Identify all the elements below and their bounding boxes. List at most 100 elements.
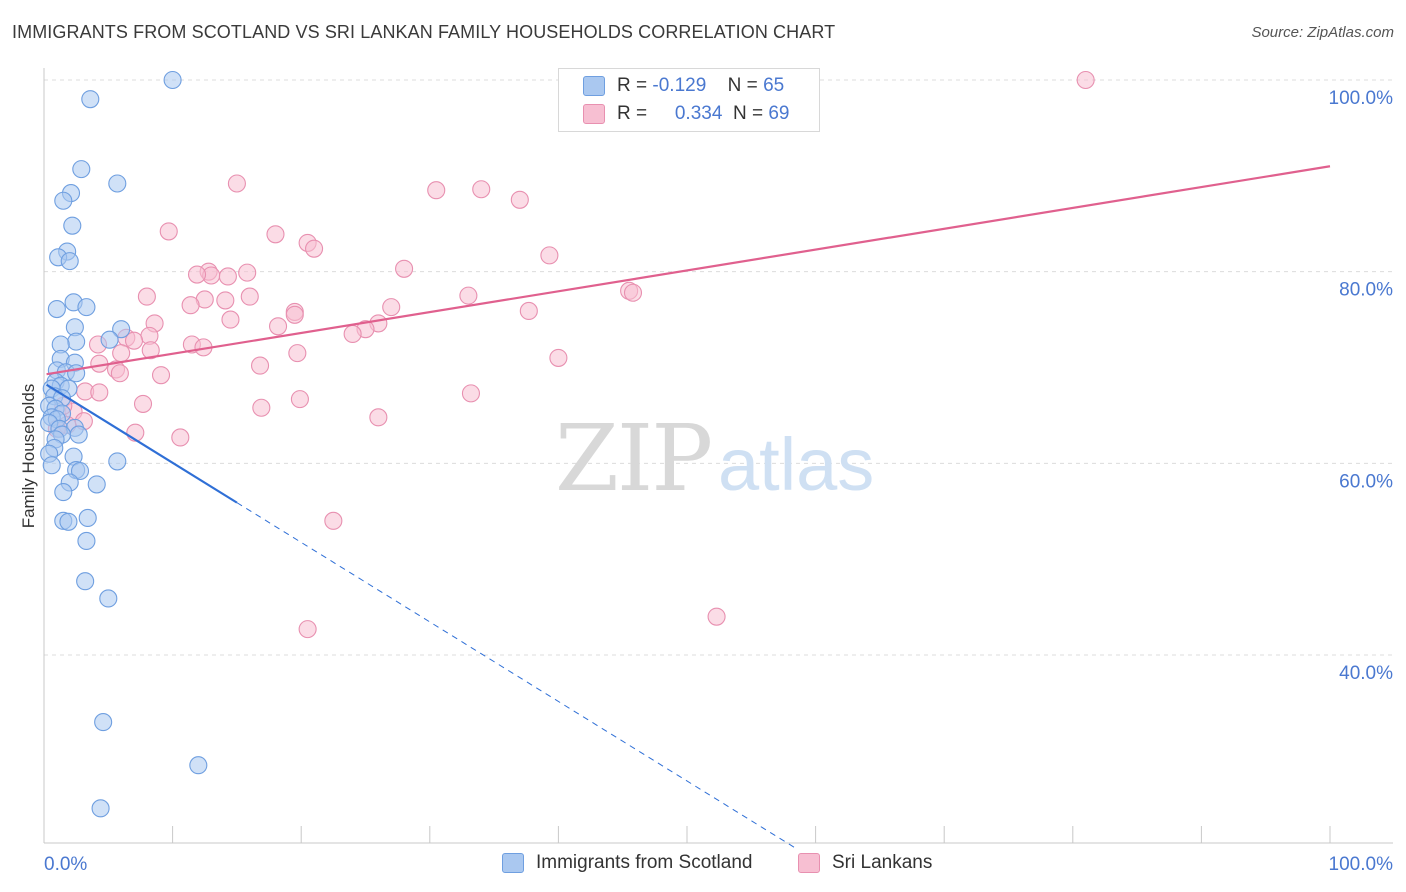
srilankan-point bbox=[151, 366, 171, 385]
scotland-point bbox=[94, 713, 113, 732]
srilankan-point bbox=[549, 348, 568, 367]
scotland-point bbox=[100, 330, 119, 349]
srilankan-point bbox=[369, 408, 388, 427]
r-label: R = bbox=[617, 75, 648, 96]
srilankan-point bbox=[285, 305, 304, 324]
scotland-point bbox=[78, 508, 97, 528]
x-tick-label: 100.0% bbox=[1329, 854, 1394, 875]
srilankan-point bbox=[227, 174, 246, 193]
scotland-point bbox=[163, 70, 182, 90]
srilankan-point bbox=[1076, 70, 1095, 90]
y-axis-label: Family Households bbox=[19, 384, 38, 529]
r-value: -0.129 bbox=[652, 75, 707, 96]
scotland-point bbox=[70, 461, 90, 481]
srilankan-point bbox=[707, 607, 726, 626]
srilankan-point bbox=[459, 286, 478, 305]
tick-labels: 40.0% 60.0% 80.0% 100.0% 0.0% 100.0% bbox=[44, 88, 1393, 875]
srilankan-point bbox=[510, 190, 529, 209]
srilankan-point bbox=[343, 324, 362, 344]
srilankan-point bbox=[288, 344, 307, 363]
srilankan-point bbox=[90, 383, 109, 402]
srilankan-point bbox=[187, 265, 207, 284]
scotland-point bbox=[87, 475, 106, 494]
srilankan-point bbox=[112, 344, 131, 363]
y-tick-label: 40.0% bbox=[1339, 663, 1393, 684]
source-credit: Source: ZipAtlas.com bbox=[1251, 24, 1394, 41]
legend-label-scotland: Immigrants from Scotland bbox=[536, 852, 753, 873]
chart-title: IMMIGRANTS FROM SCOTLAND VS SRI LANKAN F… bbox=[12, 22, 836, 42]
srilankan-point bbox=[427, 181, 446, 200]
legend-item-scotland[interactable]: Immigrants from Scotland bbox=[502, 852, 752, 874]
srilankan-point bbox=[252, 398, 271, 417]
srilankan-point bbox=[623, 283, 643, 302]
scotland-point bbox=[108, 452, 127, 471]
srilankan-point bbox=[137, 287, 156, 306]
srilankan-point bbox=[540, 246, 559, 265]
n-label: N = bbox=[732, 103, 764, 124]
correlation-legend: R = -0.129 N = 65 R = 0.334 N = 69 bbox=[558, 68, 820, 132]
scotland-point bbox=[42, 456, 61, 475]
scotland-point bbox=[72, 160, 91, 179]
srilankans-swatch bbox=[798, 853, 820, 873]
scotland-point bbox=[76, 572, 95, 591]
srilankan-point bbox=[159, 222, 178, 241]
scotland-point bbox=[67, 364, 86, 383]
scotland-point bbox=[54, 191, 73, 210]
legend-item-srilankans[interactable]: Sri Lankans bbox=[798, 852, 932, 874]
data-points bbox=[40, 70, 1095, 818]
scotland-point bbox=[189, 756, 208, 775]
srilankan-point bbox=[133, 394, 153, 413]
srilankan-trend-line bbox=[46, 165, 1331, 376]
scotland-swatch bbox=[502, 853, 524, 873]
watermark: ZIP atlas bbox=[555, 405, 874, 512]
scotland-trend-extension bbox=[236, 502, 797, 850]
n-value: 65 bbox=[763, 75, 785, 96]
n-value: 69 bbox=[768, 103, 790, 124]
scotland-point bbox=[47, 299, 66, 319]
watermark-zip: ZIP bbox=[555, 405, 711, 512]
scotland-trend-line bbox=[45, 383, 238, 504]
scotland-point bbox=[69, 425, 88, 444]
scotland-point bbox=[81, 90, 100, 109]
srilankan-point bbox=[290, 390, 309, 409]
r-label: R = bbox=[617, 103, 648, 124]
scotland-point bbox=[99, 589, 118, 608]
srilankan-point bbox=[269, 317, 288, 336]
srilankan-point bbox=[395, 259, 414, 278]
correlation-row-scotland: R = -0.129 N = 65 bbox=[583, 74, 784, 98]
srilankan-point bbox=[461, 384, 481, 403]
scotland-swatch bbox=[583, 76, 605, 96]
scotland-point bbox=[112, 320, 131, 339]
y-tick-label: 80.0% bbox=[1339, 280, 1393, 301]
srilankan-point bbox=[298, 620, 317, 639]
srilankan-point bbox=[240, 287, 259, 306]
srilankan-point bbox=[110, 364, 129, 383]
srilankan-point bbox=[382, 298, 401, 317]
scotland-point bbox=[108, 174, 127, 193]
legend-label-srilankans: Sri Lankans bbox=[832, 852, 933, 873]
r-value: 0.334 bbox=[674, 103, 723, 124]
scotland-point bbox=[67, 332, 86, 351]
srilankan-point bbox=[181, 296, 200, 315]
scotland-point bbox=[77, 531, 96, 551]
x-tick-label: 0.0% bbox=[44, 854, 87, 875]
watermark-atlas: atlas bbox=[718, 423, 874, 506]
srilankan-point bbox=[472, 180, 491, 199]
grid-lines bbox=[44, 79, 1393, 656]
y-tick-label: 100.0% bbox=[1329, 88, 1394, 109]
srilankan-point bbox=[221, 310, 240, 329]
srilankan-point bbox=[324, 511, 343, 530]
y-tick-label: 60.0% bbox=[1339, 471, 1393, 492]
srilankan-point bbox=[218, 267, 237, 286]
srilankan-point bbox=[250, 356, 270, 375]
srilankan-point bbox=[124, 331, 144, 350]
srilankan-point bbox=[141, 341, 160, 360]
n-label: N = bbox=[727, 75, 758, 96]
srilankans-swatch bbox=[583, 104, 605, 124]
trend-lines bbox=[45, 165, 1331, 850]
scotland-point bbox=[54, 483, 73, 502]
scotland-point bbox=[63, 216, 82, 235]
scotland-point bbox=[77, 298, 96, 317]
scotland-point bbox=[91, 799, 110, 818]
